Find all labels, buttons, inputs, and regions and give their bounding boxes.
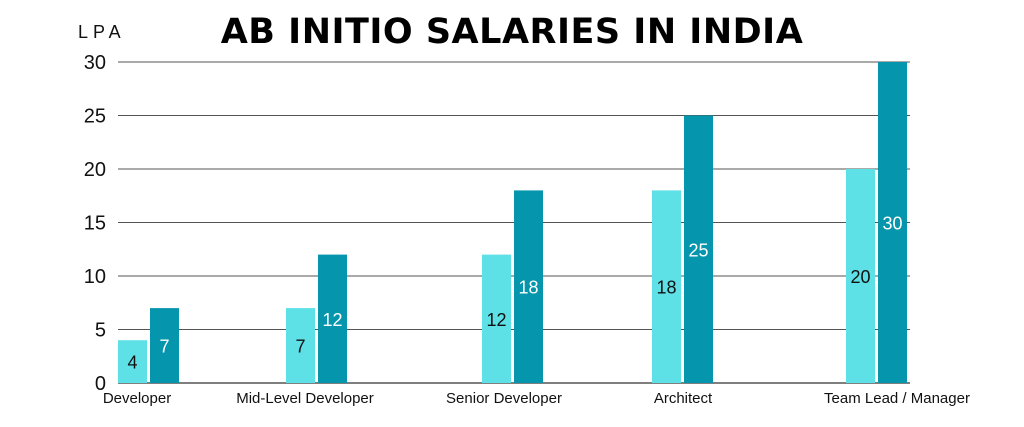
data-label: 4: [127, 353, 137, 373]
data-label: 30: [882, 214, 902, 234]
bar-entry-level: [482, 254, 511, 383]
bar-experienced: [514, 190, 543, 383]
x-tick-label: Team Lead / Manager: [824, 390, 970, 407]
bar-entry-level: [118, 340, 147, 383]
y-tick-label: 25: [84, 106, 106, 128]
chart-title: AB INITIO SALARIES IN INDIA: [220, 12, 804, 52]
x-tick-label: Mid-Level Developer: [236, 390, 374, 407]
y-axis-unit-label: LPA: [78, 22, 126, 42]
bar-experienced: [684, 115, 713, 383]
x-tick-label: Senior Developer: [446, 390, 562, 407]
data-label: 12: [322, 310, 342, 330]
data-label: 7: [159, 337, 169, 357]
data-label: 20: [850, 267, 870, 287]
y-tick-label: 5: [95, 320, 106, 342]
bar-experienced: [318, 254, 347, 383]
x-tick-label: Architect: [654, 390, 713, 407]
data-label: 7: [295, 337, 305, 357]
y-tick-label: 30: [84, 52, 106, 74]
x-tick-label: Developer: [103, 390, 171, 407]
bar-experienced: [150, 308, 179, 383]
bar-entry-level: [846, 169, 875, 383]
bar-entry-level: [652, 190, 681, 383]
data-label: 18: [518, 278, 538, 298]
y-tick-label: 20: [84, 159, 106, 181]
data-label: 25: [688, 240, 708, 260]
y-tick-label: 10: [84, 266, 106, 288]
bar-entry-level: [286, 308, 315, 383]
y-tick-label: 0: [95, 373, 106, 395]
y-tick-label: 15: [84, 213, 106, 235]
bar-experienced: [878, 62, 907, 383]
data-label: 12: [486, 310, 506, 330]
data-label: 18: [656, 278, 676, 298]
